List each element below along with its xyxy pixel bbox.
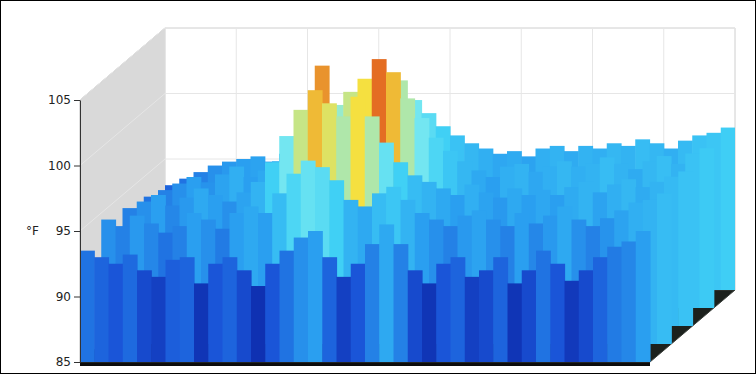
surface-cell [151,277,166,362]
surface-cell [579,270,594,362]
surface-cell [137,270,152,362]
floor-edge [80,362,650,366]
tick-mark [74,166,80,167]
surface-cell [721,128,736,290]
surface-cell [251,286,266,362]
tick: 100 [48,159,80,173]
surface-cell [678,171,693,326]
surface-cell [607,247,622,362]
surface-cell [422,283,437,362]
surface-cell [536,251,551,362]
tick: 95 [56,224,80,238]
y-axis: 85 90 95 100 105 [48,93,80,369]
frame [1,1,756,374]
surface-cell [508,283,523,362]
surface-cell [109,264,124,362]
tick-mark [74,297,80,298]
surface-cell [166,260,181,362]
surface-cell [394,244,409,362]
surface-cell [593,257,608,362]
surface-cell [237,270,252,362]
surface-cell [451,257,466,362]
surface-cell [436,264,451,362]
tick-mark [74,231,80,232]
grid-line [80,28,165,100]
surface-cell [465,277,480,362]
tick: 105 [48,93,80,107]
tick-label: 90 [56,290,71,304]
surface-cell [123,255,138,362]
surface-cell [265,264,280,362]
surface-cell [80,251,95,362]
axis-line [80,101,81,363]
surface-cell [180,257,195,362]
surface-cell [657,193,672,344]
surface-cell [337,277,352,362]
surface-cell [493,257,508,362]
surface [80,59,736,362]
surface-cell [294,238,309,362]
surface-cell [223,257,238,362]
tick-mark [74,362,80,363]
tick-label: 105 [48,93,71,107]
surface-cell [622,241,637,362]
surface-cell [322,257,337,362]
tick-label: 85 [56,355,71,369]
surface-row [80,224,651,362]
tick-label: 95 [56,224,71,238]
surface-cell [351,264,366,362]
surface-cell [636,231,651,362]
grid-line [80,94,165,166]
surface-cell [208,264,223,362]
tick-label: 100 [48,159,71,173]
surface-cell [565,281,580,362]
surface-cell [479,270,494,362]
surface-cell [94,257,109,362]
tick: 85 [56,355,80,369]
surface-cell [308,231,323,362]
surface-cell [522,270,537,362]
surface-cell [379,224,394,362]
chart-root: 85 90 95 100 105 °F [0,0,756,374]
tick: 90 [56,290,80,304]
surface-cell [550,264,565,362]
tick-mark [74,100,80,101]
surface-cell [365,244,380,362]
surface-cell [280,251,295,362]
grid [80,28,735,362]
surface-cell [194,283,209,362]
surface-cell [700,148,715,308]
surface-cell [408,270,423,362]
axis-title: °F [26,224,39,238]
